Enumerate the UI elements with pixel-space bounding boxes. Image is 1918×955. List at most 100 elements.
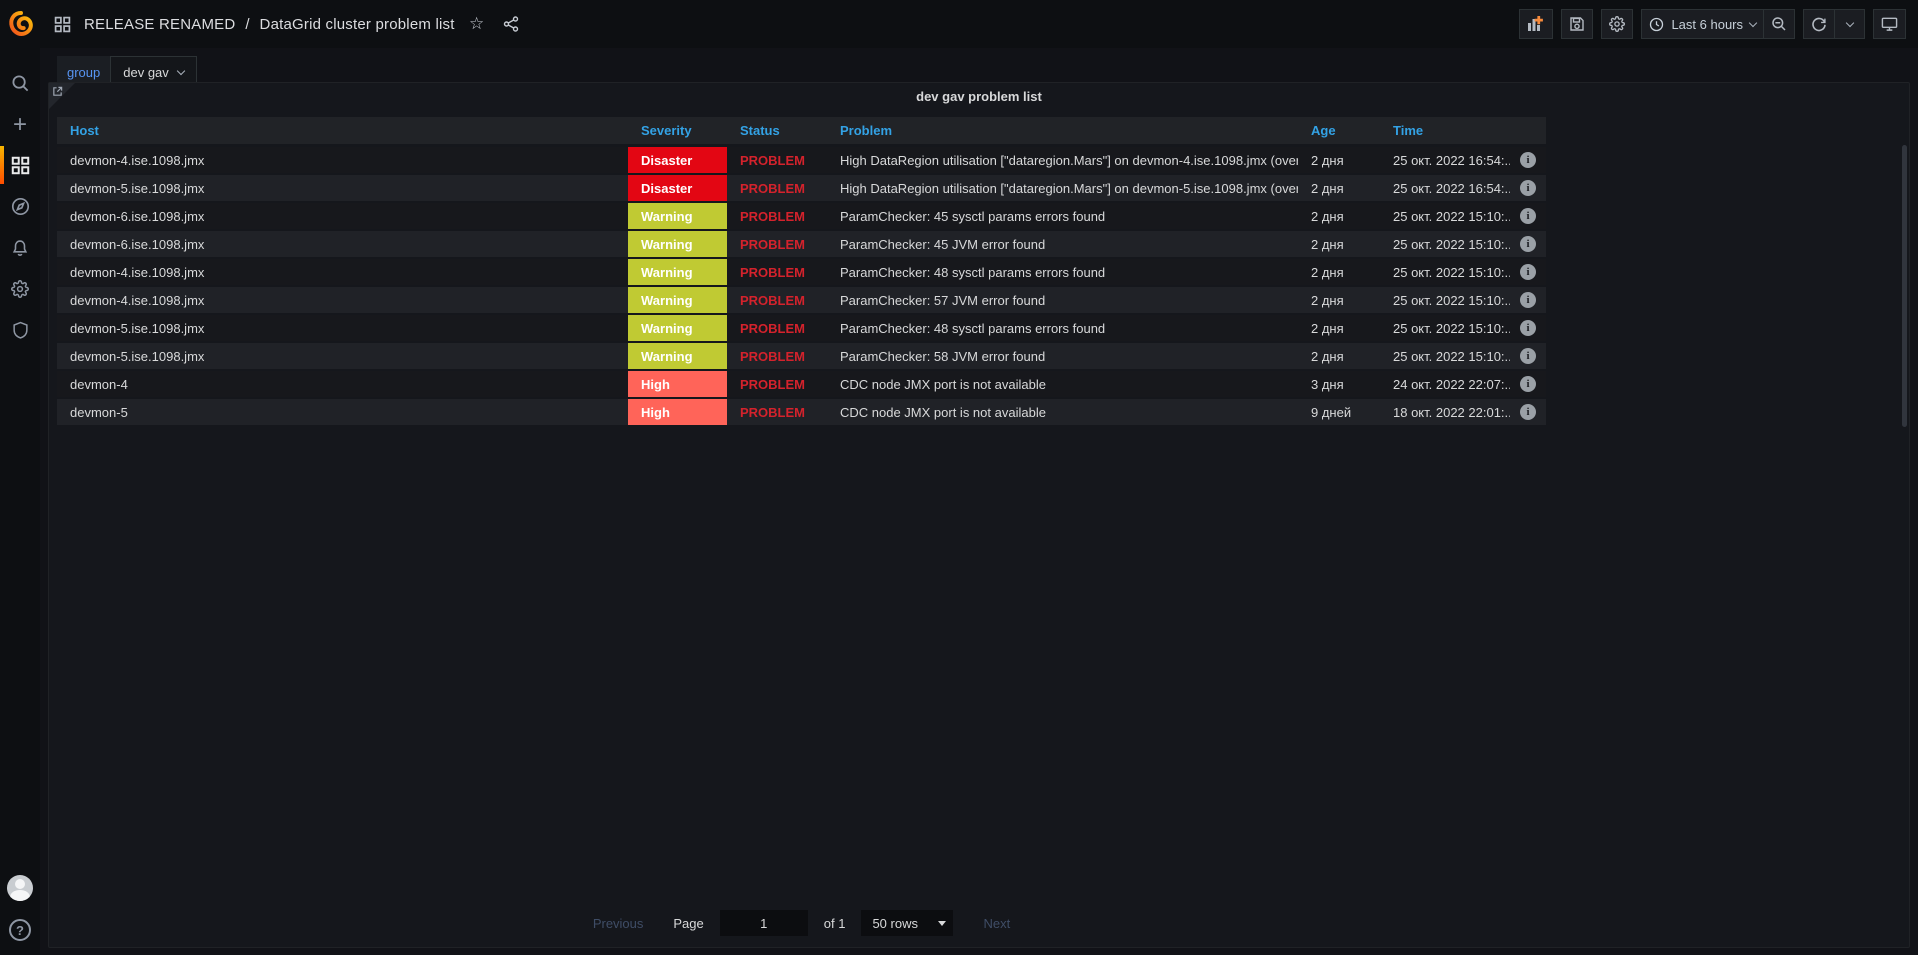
severity-cell: Disaster	[628, 175, 727, 201]
problem-cell: High DataRegion utilisation ["dataregion…	[840, 152, 1298, 168]
info-icon[interactable]: i	[1520, 404, 1536, 420]
sidebar-item-create[interactable]: +	[0, 111, 40, 138]
clock-icon	[1649, 17, 1664, 32]
info-icon[interactable]: i	[1520, 208, 1536, 224]
zoom-out-time-button[interactable]	[1764, 9, 1795, 39]
info-icon[interactable]: i	[1520, 348, 1536, 364]
table-scrollbar[interactable]	[1902, 145, 1907, 427]
sidebar-item-server-admin[interactable]	[0, 316, 40, 343]
sidebar-item-alerting[interactable]	[0, 234, 40, 261]
table-row[interactable]: devmon-4.ise.1098.jmx Warning PROBLEM Pa…	[57, 287, 1546, 313]
column-header-status[interactable]: Status	[740, 123, 780, 138]
info-cell: i	[1510, 287, 1546, 313]
time-cell: 25 окт. 2022 15:10:...	[1393, 292, 1510, 308]
status-cell: PROBLEM	[740, 292, 805, 308]
status-cell: PROBLEM	[740, 208, 805, 224]
panel-links-icon[interactable]	[52, 86, 63, 97]
sidebar: +	[0, 48, 40, 955]
table-row[interactable]: devmon-5.ise.1098.jmx Disaster PROBLEM H…	[57, 175, 1546, 201]
user-avatar[interactable]	[7, 875, 33, 901]
dashboards-icon	[11, 156, 30, 175]
info-icon[interactable]: i	[1520, 236, 1536, 252]
compass-icon	[11, 197, 30, 216]
info-icon[interactable]: i	[1520, 180, 1536, 196]
table-row[interactable]: devmon-6.ise.1098.jmx Warning PROBLEM Pa…	[57, 231, 1546, 257]
status-cell: PROBLEM	[740, 236, 805, 252]
table-body: devmon-4.ise.1098.jmx Disaster PROBLEM H…	[57, 147, 1546, 425]
info-cell: i	[1510, 147, 1546, 173]
host-cell: devmon-6.ise.1098.jmx	[70, 236, 205, 252]
info-icon[interactable]: i	[1520, 320, 1536, 336]
rows-per-page-wrap: 50 rows	[861, 910, 954, 936]
problem-cell: ParamChecker: 45 sysctl params errors fo…	[840, 208, 1106, 224]
table-row[interactable]: devmon-4.ise.1098.jmx Disaster PROBLEM H…	[57, 147, 1546, 173]
sidebar-item-explore[interactable]	[0, 193, 40, 220]
add-panel-button[interactable]	[1519, 9, 1554, 39]
refresh-dashboard-button[interactable]	[1803, 9, 1835, 39]
info-icon[interactable]: i	[1520, 264, 1536, 280]
severity-cell: Warning	[628, 287, 727, 313]
column-header-problem[interactable]: Problem	[840, 123, 893, 138]
dashboard-title[interactable]: DataGrid cluster problem list	[259, 15, 455, 33]
table-row[interactable]: devmon-5.ise.1098.jmx Warning PROBLEM Pa…	[57, 315, 1546, 341]
column-header-host[interactable]: Host	[70, 123, 99, 138]
panel-title[interactable]: dev gav problem list	[916, 89, 1042, 104]
column-header-severity[interactable]: Severity	[641, 123, 692, 138]
severity-cell: Warning	[628, 231, 727, 257]
grafana-logo-icon[interactable]	[7, 10, 35, 38]
sidebar-item-configuration[interactable]	[0, 275, 40, 302]
pagination-bar: Previous Page of 1 50 rows Next	[57, 909, 1546, 937]
problem-cell: CDC node JMX port is not available	[840, 404, 1046, 420]
save-dashboard-button[interactable]	[1561, 9, 1594, 39]
info-cell: i	[1510, 259, 1546, 285]
info-icon[interactable]: i	[1520, 376, 1536, 392]
host-cell: devmon-5.ise.1098.jmx	[70, 348, 205, 364]
sidebar-item-dashboards[interactable]	[0, 146, 40, 184]
info-icon[interactable]: i	[1520, 292, 1536, 308]
table-row[interactable]: devmon-5.ise.1098.jmx Warning PROBLEM Pa…	[57, 343, 1546, 369]
time-cell: 18 окт. 2022 22:01:...	[1393, 404, 1510, 420]
kiosk-mode-button[interactable]	[1873, 9, 1906, 39]
age-cell: 2 дня	[1311, 208, 1344, 224]
help-icon[interactable]: ?	[9, 919, 31, 941]
variables-submenu: group dev gav	[57, 56, 197, 88]
column-header-age[interactable]: Age	[1311, 123, 1336, 138]
search-icon	[11, 74, 30, 93]
share-dashboard-icon[interactable]	[499, 12, 523, 36]
column-header-time[interactable]: Time	[1393, 123, 1424, 138]
age-cell: 3 дня	[1311, 376, 1344, 392]
problem-cell: ParamChecker: 57 JVM error found	[840, 292, 1046, 308]
refresh-interval-dropdown[interactable]	[1835, 9, 1865, 39]
table-row[interactable]: devmon-5 High PROBLEM CDC node JMX port …	[57, 399, 1546, 425]
dashboard-folder-title[interactable]: RELEASE RENAMED	[84, 15, 236, 33]
info-cell: i	[1510, 399, 1546, 425]
time-cell: 25 окт. 2022 16:54:...	[1393, 180, 1510, 196]
severity-cell: High	[628, 399, 727, 425]
previous-page-button[interactable]: Previous	[592, 915, 644, 931]
page-number-input[interactable]	[719, 910, 808, 936]
dashboard-settings-button[interactable]	[1601, 9, 1634, 39]
age-cell: 2 дня	[1311, 152, 1344, 168]
table-row[interactable]: devmon-4 High PROBLEM CDC node JMX port …	[57, 371, 1546, 397]
page-label: Page	[673, 915, 704, 931]
host-cell: devmon-5	[70, 404, 128, 420]
breadcrumb-separator: /	[245, 15, 250, 33]
host-cell: devmon-4.ise.1098.jmx	[70, 152, 205, 168]
next-page-button[interactable]: Next	[983, 915, 1011, 931]
info-cell: i	[1510, 371, 1546, 397]
table-row[interactable]: devmon-4.ise.1098.jmx Warning PROBLEM Pa…	[57, 259, 1546, 285]
age-cell: 2 дня	[1311, 180, 1344, 196]
time-cell: 25 окт. 2022 15:10:...	[1393, 348, 1510, 364]
time-range-picker[interactable]: Last 6 hours	[1641, 9, 1764, 39]
star-dashboard-icon[interactable]: ☆	[468, 14, 485, 33]
rows-per-page-select[interactable]: 50 rows	[861, 910, 954, 936]
status-cell: PROBLEM	[740, 404, 805, 420]
severity-cell: Warning	[628, 259, 727, 285]
variable-value-text: dev gav	[123, 64, 169, 80]
host-cell: devmon-5.ise.1098.jmx	[70, 320, 205, 336]
sidebar-item-search[interactable]	[0, 70, 40, 97]
info-icon[interactable]: i	[1520, 152, 1536, 168]
age-cell: 2 дня	[1311, 264, 1344, 280]
time-cell: 25 окт. 2022 16:54:...	[1393, 152, 1510, 168]
table-row[interactable]: devmon-6.ise.1098.jmx Warning PROBLEM Pa…	[57, 203, 1546, 229]
